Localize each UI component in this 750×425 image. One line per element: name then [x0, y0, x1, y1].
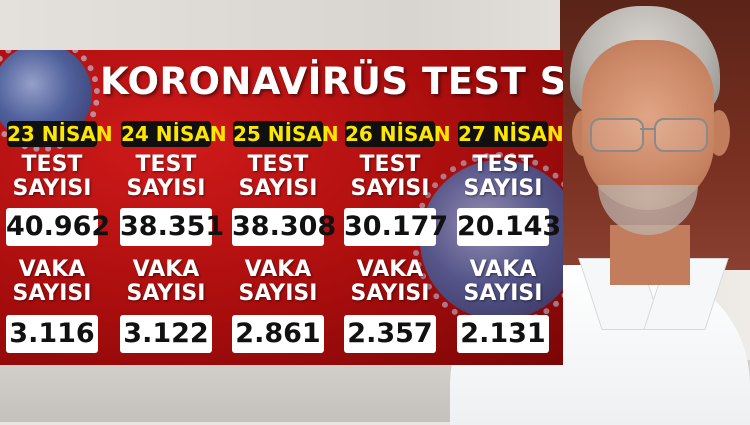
- vaka-label: VAKA: [244, 257, 312, 282]
- vaka-count-value: 3.116: [6, 315, 98, 353]
- test-label: TEST: [472, 152, 534, 177]
- test-label-sub: SAYISI: [126, 176, 206, 201]
- date-label: 26 NİSAN: [345, 121, 451, 147]
- glasses-icon: [590, 118, 710, 152]
- test-label-sub: SAYISI: [12, 176, 92, 201]
- day-column: 25 NİSAN TEST SAYISI 38.308 VAKA SAYISI …: [229, 50, 339, 365]
- date-label: 25 NİSAN: [233, 121, 339, 147]
- vaka-label-sub: SAYISI: [238, 281, 318, 306]
- glasses-bridge: [640, 128, 656, 130]
- vaka-label: VAKA: [132, 257, 200, 282]
- vaka-count-value: 2.131: [457, 315, 549, 353]
- test-label-sub: SAYISI: [350, 176, 430, 201]
- test-label: TEST: [247, 152, 309, 177]
- test-count-value: 30.177: [344, 208, 448, 246]
- test-count-value: 38.351: [120, 208, 224, 246]
- vaka-count-value: 2.861: [232, 315, 324, 353]
- vaka-label: VAKA: [469, 257, 537, 282]
- glasses-lens-left: [590, 118, 644, 152]
- day-column: 27 NİSAN TEST SAYISI 20.143 VAKA SAYISI …: [454, 50, 563, 365]
- glasses-lens-right: [654, 118, 708, 152]
- vaka-label-sub: SAYISI: [350, 281, 430, 306]
- day-columns: 23 NİSAN TEST SAYISI 40.962 VAKA SAYISI …: [0, 50, 563, 365]
- test-count-value: 38.308: [232, 208, 336, 246]
- vaka-count-value: 2.357: [344, 315, 436, 353]
- person-face: [582, 40, 714, 210]
- test-label-sub: SAYISI: [463, 176, 543, 201]
- vaka-label-sub: SAYISI: [463, 281, 543, 306]
- vaka-label: VAKA: [356, 257, 424, 282]
- day-column: 23 NİSAN TEST SAYISI 40.962 VAKA SAYISI …: [3, 50, 113, 365]
- test-label: TEST: [135, 152, 197, 177]
- vaka-label-sub: SAYISI: [126, 281, 206, 306]
- person-neck: [610, 225, 690, 285]
- board-title: KORONAVİRÜS TEST SAYILARI: [100, 60, 563, 103]
- date-label: 24 NİSAN: [121, 121, 227, 147]
- test-label: TEST: [359, 152, 421, 177]
- day-column: 26 NİSAN TEST SAYISI 30.177 VAKA SAYISI …: [341, 50, 451, 365]
- vaka-label: VAKA: [18, 257, 86, 282]
- test-label-sub: SAYISI: [238, 176, 318, 201]
- day-column: 24 NİSAN TEST SAYISI 38.351 VAKA SAYISI …: [117, 50, 227, 365]
- test-numbers-board: KORONAVİRÜS TEST SAYILARI 23 NİSAN TEST …: [0, 50, 563, 365]
- date-label: 23 NİSAN: [7, 121, 113, 147]
- test-label: TEST: [21, 152, 83, 177]
- test-count-value: 20.143: [457, 208, 561, 246]
- date-label: 27 NİSAN: [458, 121, 563, 147]
- person-photo: [430, 0, 750, 425]
- vaka-label-sub: SAYISI: [12, 281, 92, 306]
- test-count-value: 40.962: [6, 208, 110, 246]
- vaka-count-value: 3.122: [120, 315, 212, 353]
